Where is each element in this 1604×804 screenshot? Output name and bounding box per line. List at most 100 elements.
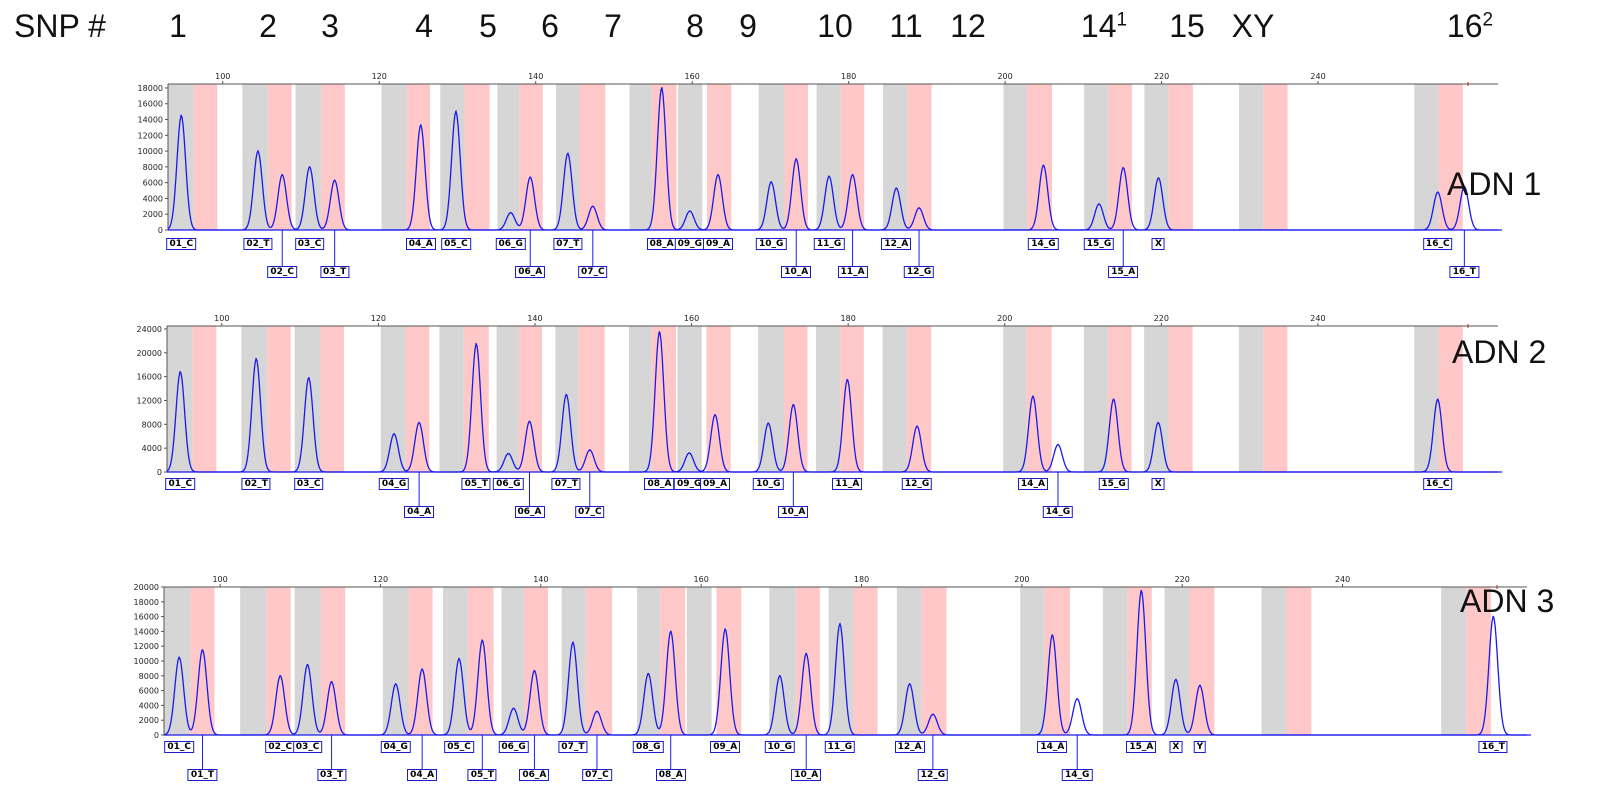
allele-call-label[interactable]: 12_G <box>903 266 935 278</box>
allele-call-label[interactable]: 11_G <box>813 238 845 250</box>
allele-call-label[interactable]: 11_A <box>832 478 863 490</box>
allele-call-label[interactable]: 10_A <box>781 266 812 278</box>
peak-apex <box>717 173 719 176</box>
allele-bin <box>321 84 345 230</box>
allele-call-label[interactable]: 16_T <box>1449 266 1479 278</box>
snp-number-15: 15 <box>1169 8 1205 45</box>
allele-call-label[interactable]: 03_C <box>292 741 323 753</box>
allele-call-label[interactable]: 07_T <box>551 478 581 490</box>
allele-call-label[interactable]: 10_G <box>764 741 795 753</box>
allele-call-label[interactable]: 03_T <box>316 769 347 781</box>
allele-call-label[interactable]: 15_A <box>1108 266 1139 278</box>
allele-call-label[interactable]: 01_C <box>166 238 197 250</box>
allele-call-label[interactable]: 10_A <box>778 506 809 518</box>
allele-call-label[interactable]: 06_A <box>514 506 545 518</box>
allele-bin <box>706 326 731 472</box>
peak-apex <box>688 452 691 454</box>
allele-call-label[interactable]: 16_T <box>1478 741 1508 753</box>
allele-call-label[interactable]: 09_A <box>702 238 733 250</box>
peak-apex <box>1492 615 1495 618</box>
allele-bin <box>840 84 865 230</box>
snp-number-label: XY <box>1231 8 1275 44</box>
allele-call-label[interactable]: 15_A <box>1126 741 1157 753</box>
allele-call-label[interactable]: 08_A <box>644 478 675 490</box>
y-tick-label: 8000 <box>139 672 159 681</box>
peak-apex <box>533 669 536 672</box>
allele-call-label[interactable]: 07_C <box>574 506 605 518</box>
allele-call-label[interactable]: 01_T <box>187 769 218 781</box>
allele-call-label[interactable]: 04_A <box>407 769 438 781</box>
allele-call-label[interactable]: 03_C <box>294 238 325 250</box>
allele-call-label[interactable]: 04_A <box>404 506 435 518</box>
allele-bin <box>578 326 605 472</box>
allele-call-label[interactable]: 02_C <box>265 741 296 753</box>
y-tick-label: 8000 <box>143 163 163 172</box>
allele-call-label[interactable]: 06_G <box>495 238 526 250</box>
allele-bin <box>320 326 344 472</box>
y-tick-label: 6000 <box>139 687 159 696</box>
allele-call-label[interactable]: 12_G <box>917 769 949 781</box>
allele-call-label[interactable]: X <box>1151 478 1165 490</box>
allele-call-label[interactable]: 09_A <box>710 741 741 753</box>
allele-call-label[interactable]: 12_A <box>894 741 925 753</box>
allele-call-label[interactable]: 06_G <box>498 741 529 753</box>
allele-call-label[interactable]: 07_C <box>577 266 608 278</box>
allele-call-label[interactable]: 04_A <box>405 238 436 250</box>
snp-number-label: 7 <box>604 8 622 44</box>
y-tick-label: 8000 <box>142 420 162 429</box>
peak-apex <box>908 683 911 685</box>
snp-footnote-marker: 2 <box>1482 9 1494 31</box>
allele-call-label[interactable]: Y <box>1193 741 1207 753</box>
allele-call-label[interactable]: 06_G <box>493 478 524 490</box>
allele-call-label[interactable]: 07_T <box>553 238 583 250</box>
allele-call-label[interactable]: 02_T <box>241 478 271 490</box>
allele-call-label[interactable]: 16_C <box>1422 478 1453 490</box>
allele-call-label[interactable]: 08_G <box>633 741 664 753</box>
allele-call-label[interactable]: 02_T <box>243 238 273 250</box>
y-tick-label: 18000 <box>138 84 163 93</box>
allele-call-label[interactable]: 07_C <box>582 769 612 781</box>
allele-call-label[interactable]: 08_A <box>655 769 686 781</box>
allele-call-label[interactable]: 10_A <box>791 769 822 781</box>
allele-call-label[interactable]: 05_T <box>461 478 491 490</box>
allele-call-label[interactable]: 03_T <box>320 266 350 278</box>
allele-call-label[interactable]: 16_C <box>1422 238 1453 250</box>
allele-call-label[interactable]: 14_G <box>1061 769 1093 781</box>
allele-call-label[interactable]: 01_C <box>165 478 196 490</box>
allele-call-label[interactable]: 03_C <box>293 478 324 490</box>
snp-number-10: 10 <box>817 8 853 45</box>
allele-call-label[interactable]: 10_G <box>755 238 787 250</box>
allele-bin <box>501 587 524 735</box>
allele-call-label[interactable]: 10_G <box>753 478 784 490</box>
allele-call-label[interactable]: 05_C <box>444 741 474 753</box>
allele-call-label[interactable]: 14_G <box>1042 506 1074 518</box>
peak-apex <box>1032 395 1034 398</box>
allele-call-label[interactable]: 05_C <box>441 238 471 250</box>
allele-call-label[interactable]: X <box>1151 238 1165 250</box>
allele-call-label[interactable]: 12_A <box>881 238 912 250</box>
allele-call-label[interactable]: 08_A <box>646 238 677 250</box>
allele-call-label[interactable]: 01_C <box>164 741 195 753</box>
allele-call-label[interactable]: 09_A <box>700 478 731 490</box>
allele-call-label[interactable]: 14_A <box>1037 741 1068 753</box>
peak-apex <box>393 433 395 435</box>
allele-call-label[interactable]: 14_G <box>1028 238 1059 250</box>
allele-call-label[interactable]: 11_A <box>837 266 868 278</box>
allele-call-label[interactable]: 11_G <box>824 741 856 753</box>
allele-call-label[interactable]: 02_C <box>267 266 298 278</box>
allele-call-label[interactable]: 09_G <box>674 238 706 250</box>
allele-call-label[interactable]: 07_T <box>558 741 588 753</box>
peak-apex <box>257 150 259 152</box>
allele-call-label[interactable]: 06_A <box>515 266 546 278</box>
allele-call-label[interactable]: 04_G <box>378 478 410 490</box>
allele-call-label[interactable]: 15_G <box>1098 478 1129 490</box>
allele-call-label[interactable]: 12_G <box>901 478 933 490</box>
allele-call-label[interactable]: X <box>1169 741 1183 753</box>
allele-bin <box>1414 326 1439 472</box>
allele-call-label[interactable]: 04_G <box>380 741 411 753</box>
allele-call-label[interactable]: 06_A <box>519 769 550 781</box>
allele-call-label[interactable]: 14_A <box>1017 478 1048 490</box>
allele-call-label[interactable]: 05_T <box>467 769 497 781</box>
allele-bin <box>193 84 218 230</box>
allele-call-label[interactable]: 15_G <box>1083 238 1115 250</box>
